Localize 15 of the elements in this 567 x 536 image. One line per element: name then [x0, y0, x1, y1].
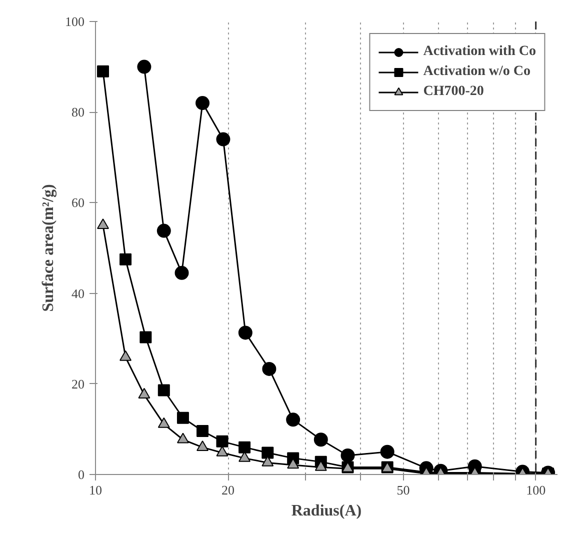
- y-tick-label: 60: [72, 195, 84, 210]
- y-tick-label: 20: [72, 376, 84, 392]
- x-tick-label: 10: [89, 482, 102, 498]
- y-axis-title: Surface area(m²/g): [40, 184, 57, 312]
- x-tick-label: 100: [526, 482, 546, 498]
- x-tick-label: 20: [222, 482, 235, 498]
- legend-label: Activation w/o Co: [423, 64, 531, 80]
- y-tick-label: 100: [65, 14, 84, 29]
- legend-label: CH700-20: [423, 84, 484, 100]
- x-axis-title: Radius(A): [291, 502, 362, 520]
- y-tick-label: 0: [78, 467, 84, 482]
- y-tick-label: 80: [72, 104, 84, 120]
- y-tick-label: 40: [72, 286, 84, 301]
- x-tick-label: 50: [396, 482, 410, 498]
- legend-label: Activation with Co: [423, 44, 536, 60]
